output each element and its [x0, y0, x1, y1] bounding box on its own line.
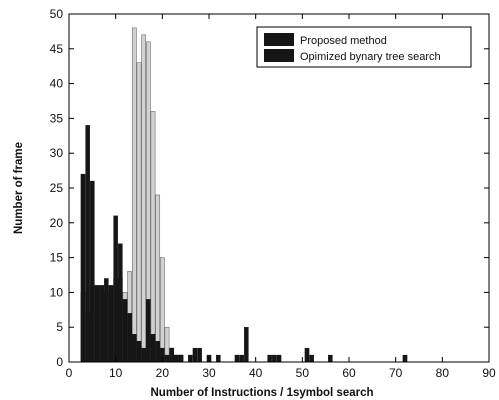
series-dark-bars — [80, 125, 408, 363]
bar-proposed — [188, 354, 193, 363]
bar-proposed — [192, 347, 198, 363]
bar-proposed — [141, 347, 146, 363]
x-tick-label: 80 — [436, 366, 450, 380]
y-tick-label: 35 — [50, 111, 64, 125]
bar-proposed — [239, 354, 244, 363]
bar-proposed — [216, 354, 221, 363]
legend: Proposed method Opimized bynary tree sea… — [256, 26, 472, 68]
legend-label-optimized: Opimized bynary tree search — [300, 51, 441, 63]
bar-proposed — [234, 354, 240, 363]
bar-proposed — [155, 340, 160, 363]
bar-proposed — [244, 327, 249, 363]
bar-proposed — [402, 354, 408, 363]
bar-proposed — [118, 243, 123, 363]
bar-proposed — [169, 347, 174, 363]
bar-proposed — [99, 285, 104, 363]
y-axis-label: Number of frame — [13, 142, 25, 234]
legend-swatch-optimized — [264, 49, 294, 62]
bar-proposed — [276, 354, 282, 363]
y-tick-label: 45 — [50, 42, 64, 56]
bar-proposed — [164, 354, 170, 363]
y-tick-label: 10 — [50, 285, 64, 299]
x-tick-label: 90 — [482, 366, 496, 380]
y-tick-label: 5 — [56, 320, 63, 334]
y-tick-label: 30 — [50, 146, 64, 160]
bar-optimized — [150, 111, 156, 363]
bar-proposed — [113, 215, 118, 363]
x-axis-label: Number of Instructions / 1symbol search — [150, 387, 373, 399]
bar-optimized — [155, 194, 161, 363]
y-tick-label: 0 — [56, 355, 63, 369]
bar-proposed — [104, 278, 109, 363]
bar-optimized — [136, 62, 142, 363]
bar-optimized — [141, 34, 147, 363]
y-tick-label: 40 — [50, 77, 64, 91]
bar-proposed — [85, 125, 90, 363]
x-tick-label: 10 — [109, 366, 123, 380]
bar-proposed — [309, 354, 314, 363]
legend-swatch-proposed — [264, 33, 294, 46]
bar-proposed — [80, 173, 86, 363]
x-tick-label: 40 — [249, 366, 263, 380]
legend-label-proposed: Proposed method — [300, 35, 387, 47]
bar-proposed — [267, 354, 272, 363]
x-tick-label: 20 — [156, 366, 170, 380]
bar-proposed — [132, 334, 137, 363]
bar-proposed — [304, 347, 310, 363]
bar-proposed — [127, 313, 132, 363]
bar-proposed — [146, 299, 151, 363]
bar-optimized — [159, 257, 165, 363]
x-tick-label: 70 — [389, 366, 403, 380]
bar-proposed — [328, 354, 333, 363]
x-tick-label: 30 — [202, 366, 216, 380]
bar-proposed — [94, 285, 100, 363]
x-tick-label: 50 — [296, 366, 310, 380]
bar-proposed — [197, 347, 202, 363]
bar-optimized — [131, 27, 137, 363]
bar-proposed — [272, 354, 277, 363]
bar-proposed — [122, 299, 128, 363]
x-axis-ticks: 0 10 20 30 40 50 60 70 80 90 — [66, 14, 496, 380]
bar-proposed — [178, 354, 184, 363]
bar-proposed — [150, 334, 156, 363]
x-tick-label: 0 — [66, 366, 73, 380]
y-axis-ticks: 0 5 10 15 20 25 30 35 40 45 50 — [50, 7, 489, 369]
bar-proposed — [90, 180, 95, 363]
bar-proposed — [136, 340, 142, 363]
bar-proposed — [108, 285, 114, 363]
bar-proposed — [174, 354, 179, 363]
y-tick-label: 50 — [50, 7, 64, 21]
x-tick-label: 60 — [342, 366, 356, 380]
y-tick-label: 25 — [50, 181, 64, 195]
y-tick-label: 15 — [50, 251, 64, 265]
y-tick-label: 20 — [50, 216, 64, 230]
